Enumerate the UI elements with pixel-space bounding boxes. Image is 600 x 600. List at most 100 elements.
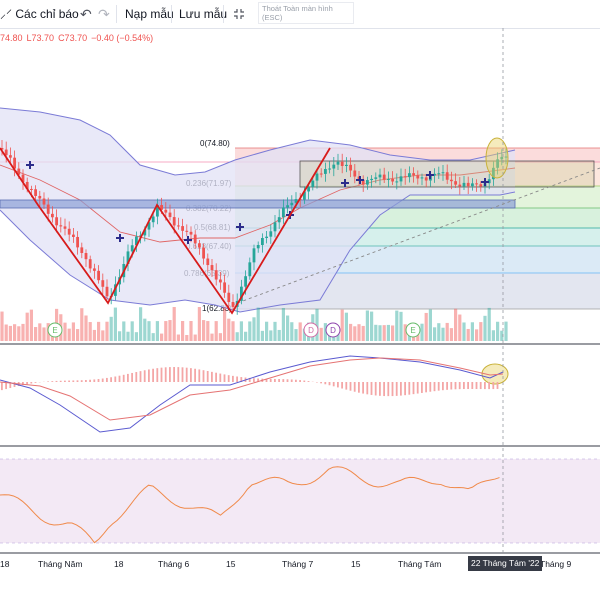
fib-level-label: 0(74.80) [200,139,230,148]
volume-bar [25,312,29,341]
volume-bar [462,322,466,341]
candle-body [244,276,247,287]
candle-body [109,295,113,297]
indicators-button[interactable]: ⸝⸍ Các chỉ báo [0,0,79,28]
volume-bar [202,320,206,341]
time-label: Tháng 6 [158,559,190,569]
candle-body [193,234,197,244]
candle-body [466,182,470,187]
candle-body [172,217,176,226]
fullscreen-exit-icon[interactable] [233,0,247,28]
macd-bar [446,382,448,390]
macd-bar [404,382,406,396]
volume-bar [403,324,407,341]
consolidation-box[interactable] [299,160,595,188]
fib-level-label: 0.618(67.40) [186,242,232,251]
volume-bar [302,328,306,341]
volume-bar [433,327,437,341]
candle-body [9,155,12,158]
fib-level-label: 0.5(68.81) [194,223,231,232]
macd-bar [215,372,217,382]
macd-bar [429,382,432,392]
macd-bar [442,382,444,391]
volume-bar [42,327,46,341]
volume-bar [399,311,403,341]
macd-bar [17,382,20,387]
candle-body [227,292,231,303]
support-zone[interactable] [0,199,516,209]
macd-bar [307,381,310,382]
ohlc-close: C73.70 [58,33,88,43]
save-template-button[interactable]: Lưu mẫu [179,7,228,21]
candle-body [269,231,273,237]
candle-body [303,191,306,200]
macd-bar [332,382,335,387]
macd-bar [114,376,117,382]
candle-body [147,222,151,230]
cross-marker [356,176,364,184]
candle-body [248,262,252,277]
candle-body [105,286,109,297]
macd-bar [303,380,306,382]
fib-retracement[interactable]: 0(74.80) 0.236(71.97) 0.382(70.22) 0.5(68.8… [0,139,600,313]
macd-bar [458,382,461,390]
volume-bar [496,321,500,341]
rsi-background [0,459,600,543]
volume-bar [454,308,458,341]
volume-bar [349,323,353,341]
candle-body [84,253,88,260]
volume-bar [223,307,227,341]
fib-level-label: 1(62.83) [202,304,232,313]
candle-body [219,279,222,283]
macd-bar [110,377,112,382]
volume-bar [59,314,63,341]
macd-bar [379,382,381,396]
macd-bar [9,382,12,389]
candle-body [231,302,235,307]
macd-bar [139,371,142,382]
candle-body [160,205,163,210]
trend-line[interactable] [231,167,600,306]
load-template-button[interactable]: Nạp mẫu [125,7,174,21]
candle-body [357,176,361,180]
candle-body [454,181,457,185]
zigzag-pattern[interactable] [0,147,331,315]
macd-bar [34,382,37,383]
macd-bar [412,382,415,395]
highlight-circle [481,363,509,385]
volume-bar [122,321,126,341]
indicators-label: Các chỉ báo [15,7,79,21]
macd-bar [131,372,133,382]
volume-bar [71,322,75,341]
macd-bar [353,382,356,392]
volume-bar [378,325,382,341]
volume-bar [139,307,143,341]
candle-body [273,222,277,232]
crosshair-date-label: 22 Tháng Tám '22 [468,556,543,571]
redo-icon[interactable]: ↷ [98,6,110,22]
candle-body [76,236,79,248]
candle-body [471,183,474,187]
macd-bar [152,368,154,382]
volume-bar [164,321,168,341]
macd-bar [30,382,33,384]
macd-bar [85,380,87,382]
volume-bar [63,322,67,341]
fullscreen-tooltip: Thoát Toàn màn hình (ESC) [258,2,354,24]
fib-level-label: 0.382(70.22) [186,204,232,213]
volume-bar [441,327,445,341]
volume-bar [168,320,172,341]
macd-bar [118,375,121,382]
volume-bar [504,321,508,341]
volume-bar [458,314,462,341]
candle-body [336,161,340,165]
candle-body [492,167,495,180]
volume-bar [76,329,80,341]
macd-bar [269,378,272,382]
macd-bar [383,382,385,397]
macd-bar [76,380,79,382]
macd-bar [93,379,96,382]
undo-icon[interactable]: ↶ [80,6,92,22]
volume-bar [97,321,101,341]
